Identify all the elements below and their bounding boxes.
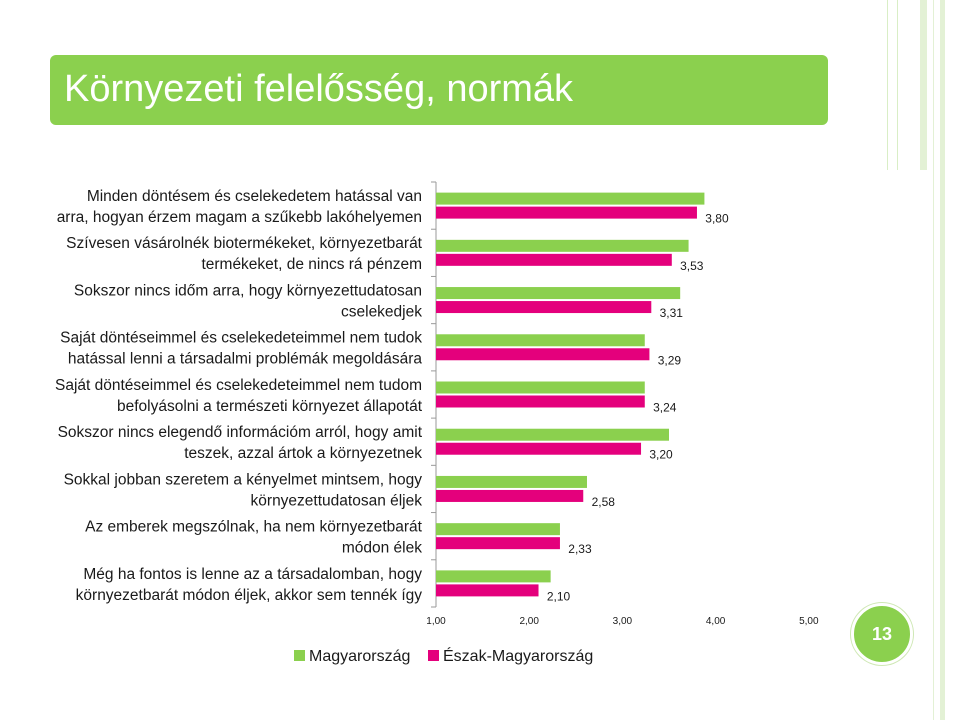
bar-northern-hungary xyxy=(436,206,697,219)
category-label-line: Sokszor nincs időm arra, hogy környezett… xyxy=(74,282,422,299)
category-label-line: hatással lenni a társadalmi problémák me… xyxy=(68,351,422,368)
category-label: Saját döntéseimmel és cselekedeteimmel n… xyxy=(55,377,423,415)
legend-label-hungary: Magyarország xyxy=(309,648,411,665)
page-number-badge: 13 xyxy=(851,603,913,665)
category-label-line: Saját döntéseimmel és cselekedeteimmel n… xyxy=(60,330,422,347)
bar-hungary xyxy=(436,381,645,394)
bar-northern-hungary xyxy=(436,348,650,361)
bar-northern-hungary xyxy=(436,442,642,455)
category-label: Saját döntéseimmel és cselekedeteimmel n… xyxy=(60,330,422,368)
data-label: 2,33 xyxy=(568,542,592,556)
bar-northern-hungary xyxy=(436,537,560,550)
bar-hungary xyxy=(436,523,560,536)
decor-line xyxy=(940,0,945,720)
data-label: 3,53 xyxy=(680,259,704,273)
bar-hungary xyxy=(436,428,669,441)
data-label: 3,80 xyxy=(705,212,729,226)
legend-item-northern-hungary: Észak-Magyarország xyxy=(428,648,593,666)
bar-hungary xyxy=(436,192,705,205)
data-label: 2,10 xyxy=(547,589,571,603)
category-label: Minden döntésem és cselekedetem hatással… xyxy=(57,188,422,226)
x-tick-label: 3,00 xyxy=(613,616,633,627)
category-label-line: környezettudatosan éljek xyxy=(251,492,423,509)
page-title: Környezeti felelősség, normák xyxy=(64,68,574,110)
category-label-line: módon élek xyxy=(342,540,422,557)
category-label: Sokkal jobban szeretem a kényelmet mints… xyxy=(64,471,423,509)
decor-line xyxy=(920,0,927,170)
x-tick-label: 2,00 xyxy=(519,616,539,627)
title-bar: Környezeti felelősség, normák xyxy=(50,55,828,125)
legend-swatch-hungary xyxy=(294,650,305,661)
bar-hungary xyxy=(436,475,587,488)
decor-line xyxy=(933,0,934,720)
decor-line xyxy=(897,0,898,170)
bar-northern-hungary xyxy=(436,301,652,314)
legend-item-hungary: Magyarország xyxy=(294,648,410,666)
category-label-line: teszek, azzal ártok a környezetnek xyxy=(184,445,422,462)
bar-northern-hungary xyxy=(436,584,539,597)
bar-hungary xyxy=(436,239,689,252)
category-label-line: Sokszor nincs elegendő információm arról… xyxy=(58,424,423,441)
bar-northern-hungary xyxy=(436,489,584,502)
category-label-line: Szívesen vásárolnék biotermékeket, körny… xyxy=(66,235,423,252)
data-label: 3,24 xyxy=(653,401,677,415)
category-label-line: termékeket, de nincs rá pénzem xyxy=(201,256,422,273)
x-tick-label: 4,00 xyxy=(706,616,726,627)
bar-northern-hungary xyxy=(436,395,645,408)
bar-hungary xyxy=(436,570,551,583)
page-number: 13 xyxy=(871,624,893,644)
category-label: Sokszor nincs elegendő információm arról… xyxy=(58,424,423,462)
category-label-line: környezetbarát módon éljek, akkor sem te… xyxy=(76,587,423,604)
category-label-line: Még ha fontos is lenne az a társadalomba… xyxy=(83,566,422,583)
legend-swatch-northern-hungary xyxy=(428,650,439,661)
legend-label-northern-hungary: Észak-Magyarország xyxy=(443,648,594,665)
bar-hungary xyxy=(436,287,681,300)
category-label: Még ha fontos is lenne az a társadalomba… xyxy=(76,566,423,604)
category-label-line: Minden döntésem és cselekedetem hatással… xyxy=(87,188,422,205)
category-label: Sokszor nincs időm arra, hogy környezett… xyxy=(74,282,422,320)
data-label: 2,58 xyxy=(592,495,616,509)
category-label-line: cselekedjek xyxy=(341,303,422,320)
x-tick-label: 1,00 xyxy=(426,616,446,627)
category-label-line: befolyásolni a természeti környezet álla… xyxy=(117,398,423,415)
category-label-line: Saját döntéseimmel és cselekedeteimmel n… xyxy=(55,377,422,394)
category-label: Az emberek megszólnak, ha nem környezetb… xyxy=(85,519,423,557)
category-label-line: Sokkal jobban szeretem a kényelmet mints… xyxy=(64,471,423,488)
data-label: 3,31 xyxy=(660,306,684,320)
category-label-line: arra, hogyan érzem magam a szűkebb lakóh… xyxy=(57,209,422,226)
decor-line xyxy=(887,0,888,170)
category-label: Szívesen vásárolnék biotermékeket, körny… xyxy=(66,235,423,273)
data-label: 3,20 xyxy=(649,448,673,462)
bar-hungary xyxy=(436,334,645,347)
x-tick-label: 5,00 xyxy=(799,616,819,627)
bar-northern-hungary xyxy=(436,253,672,266)
data-label: 3,29 xyxy=(658,353,682,367)
category-label-line: Az emberek megszólnak, ha nem környezetb… xyxy=(85,519,423,536)
